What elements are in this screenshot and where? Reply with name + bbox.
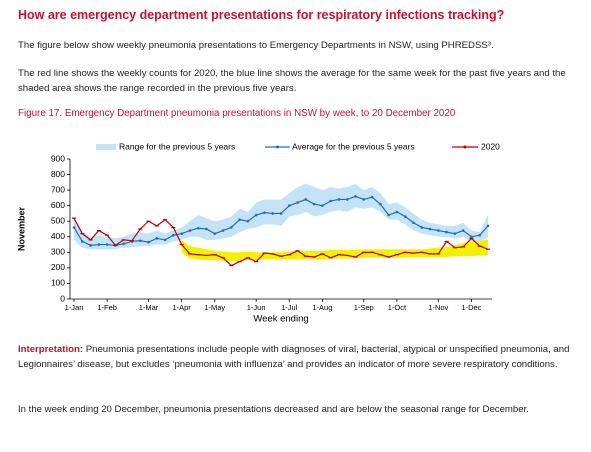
paragraph: The figure below show weekly pneumonia p… <box>18 40 494 51</box>
point <box>230 226 233 229</box>
point <box>379 202 382 206</box>
point <box>147 240 150 244</box>
point <box>478 233 482 237</box>
point <box>246 219 250 223</box>
point <box>445 230 448 234</box>
y-axis-label: November <box>16 206 26 251</box>
x-tick-label: 1-Oct <box>388 303 407 312</box>
highlight-band <box>181 239 488 261</box>
x-tick-label: 1-May <box>204 303 225 312</box>
x-tick-label: 1-Jul <box>281 303 298 312</box>
chart: 0 100 200 300 400 500 600 700 800 900 1-Jan 1-Feb 1-… <box>16 141 500 325</box>
x-tick-label: 1-Aug <box>312 303 332 312</box>
point <box>420 226 424 229</box>
point <box>354 195 357 198</box>
point <box>304 198 308 201</box>
point <box>287 204 291 207</box>
point <box>180 232 183 235</box>
point <box>470 235 473 239</box>
x-tick-label: 1-Dec <box>461 303 481 312</box>
x-axis-label: Week ending <box>253 314 308 325</box>
point <box>254 213 258 217</box>
point <box>213 232 217 235</box>
legend-label: Range for the previous 5 years <box>119 141 235 151</box>
point <box>428 227 432 231</box>
y-tick-label: 200 <box>51 262 65 272</box>
x-tick-label: 1-Feb <box>97 303 117 312</box>
interpretation: Interpretation: Pneumonia presentations … <box>18 342 578 372</box>
point <box>155 237 159 240</box>
paragraph: In the week ending 20 December, pneumoni… <box>18 404 529 415</box>
point <box>296 201 299 204</box>
point <box>312 202 316 206</box>
point <box>205 227 208 231</box>
point <box>97 243 101 246</box>
figure-caption: Figure 17. Emergency Department pneumoni… <box>18 108 456 119</box>
y-tick-label: 100 <box>51 278 65 288</box>
point <box>321 204 324 207</box>
heading: How are emergency department presentatio… <box>18 8 505 22</box>
range-band <box>74 183 488 250</box>
point <box>163 238 167 242</box>
y-tick-label: 500 <box>51 215 65 225</box>
legend-label: 2020 <box>481 141 500 151</box>
point <box>122 242 125 246</box>
legend-swatch <box>463 145 467 149</box>
point <box>403 215 407 218</box>
point <box>263 211 266 214</box>
point <box>279 212 283 215</box>
point <box>196 226 200 230</box>
point <box>486 224 490 228</box>
x-tick-label: 1-Nov <box>428 303 448 312</box>
legend-label: Average for the previous 5 years <box>292 141 415 151</box>
point <box>437 229 440 232</box>
legend-swatch <box>96 144 116 150</box>
interpretation-text: Pneumonia presentations include people w… <box>18 344 570 370</box>
y-tick-label: 800 <box>51 169 65 179</box>
point <box>72 226 76 229</box>
point <box>89 244 92 247</box>
point <box>461 229 465 232</box>
x-tick-label: 1-Jan <box>65 303 84 312</box>
y-tick-label: 400 <box>51 231 65 241</box>
point <box>362 198 366 201</box>
point <box>329 199 332 203</box>
x-tick-label: 1-Mar <box>139 303 159 312</box>
paragraph: The red line shows the weekly counts for… <box>18 68 566 94</box>
point <box>337 198 341 201</box>
point <box>412 221 415 225</box>
y-tick-label: 600 <box>51 200 65 210</box>
point <box>370 195 374 199</box>
point <box>188 229 192 232</box>
point <box>80 240 84 243</box>
x-tick-label: 1-Jun <box>247 303 266 312</box>
point <box>453 232 457 235</box>
legend-swatch <box>276 145 279 149</box>
point <box>138 239 142 242</box>
interpretation-label: Interpretation: <box>18 344 84 355</box>
x-tick-label: 1-Sep <box>354 303 374 312</box>
x-tick-label: 1-Apr <box>172 303 191 312</box>
point <box>105 243 109 246</box>
y-tick-label: 900 <box>51 153 65 163</box>
y-tick-label: 0 <box>60 293 65 303</box>
point <box>221 229 225 232</box>
point <box>271 212 275 215</box>
point <box>345 198 349 201</box>
point <box>395 210 399 214</box>
point <box>238 218 241 221</box>
point <box>387 213 390 217</box>
y-tick-label: 700 <box>51 184 65 194</box>
point <box>172 233 175 237</box>
y-tick-label: 300 <box>51 247 65 257</box>
